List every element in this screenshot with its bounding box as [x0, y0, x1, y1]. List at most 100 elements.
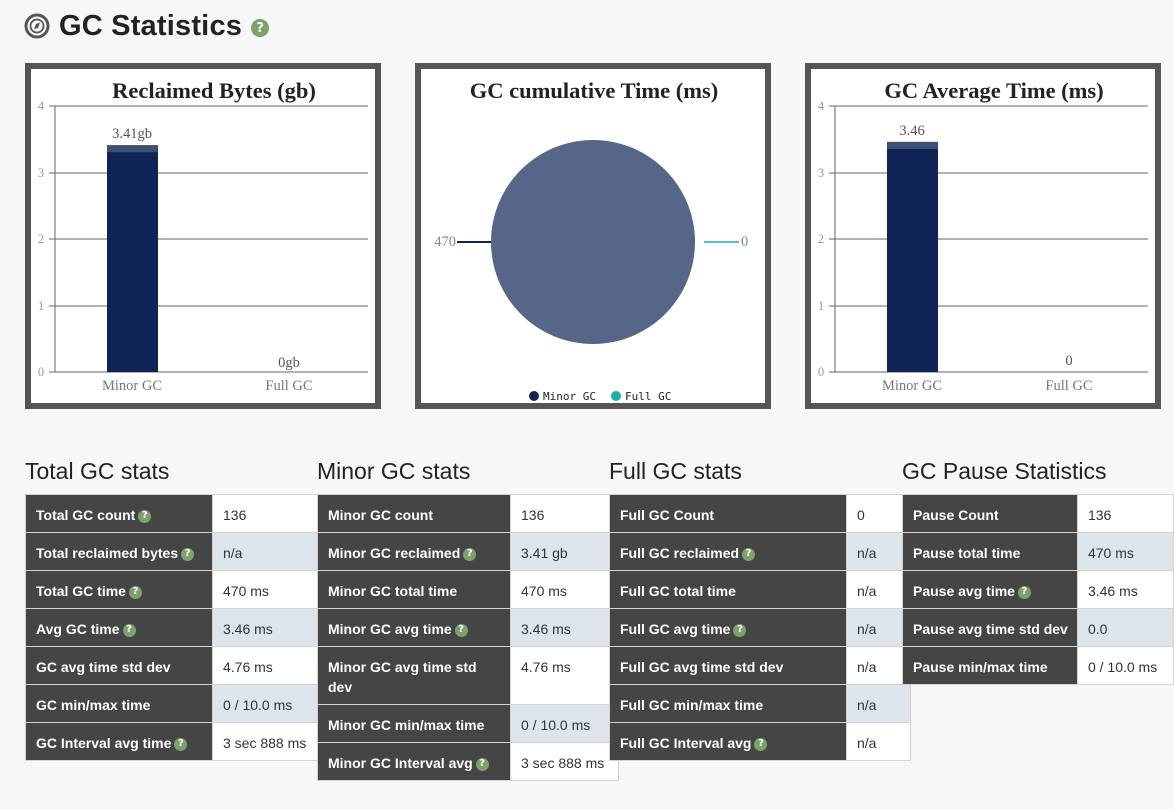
stat-row: Full GC total time n/a [609, 570, 911, 609]
stat-label: Total reclaimed bytes? [25, 532, 213, 571]
cumulative-time-svg: GC cumulative Time (ms) 470 0 Minor GC F… [434, 78, 748, 403]
legend-label[interactable]: Full GC [625, 390, 671, 403]
y-tick: 3 [818, 166, 824, 180]
stat-value: 0 / 10.0 ms [212, 684, 327, 723]
category-label: Minor GC [102, 378, 162, 394]
stat-label-text: GC avg time std dev [36, 659, 171, 675]
stat-label: Pause avg time std dev [902, 608, 1078, 647]
section-title: Minor GC stats [317, 458, 471, 484]
average-time-chart: GC Average Time (ms) 4 3 2 1 0 3.46 0 Mi… [805, 63, 1161, 409]
stats-table: Minor GC count 136 Minor GC reclaimed? 3.41… [317, 494, 619, 781]
stat-value: 470 ms [1076, 532, 1174, 571]
y-tick: 0 [38, 365, 44, 379]
gc-pause-stats: GC Pause Statistics Pause Count 136 Pause … [902, 458, 1174, 685]
stat-row: Pause avg time? 3.46 ms [902, 570, 1174, 609]
help-icon[interactable]: ? [128, 585, 142, 599]
section-title: Full GC stats [609, 458, 742, 484]
stat-label-text: Minor GC min/max time [328, 717, 485, 733]
stat-value: 3 sec 888 ms [212, 722, 327, 761]
pie-slice-minor-gc[interactable] [491, 140, 695, 344]
total-gc-stats: Total GC stats Total GC count? 136 Total r… [25, 458, 327, 761]
stats-table: Full GC Count 0 Full GC reclaimed? n/a Full … [609, 494, 911, 761]
bar-minor-gc[interactable] [887, 141, 938, 372]
help-icon[interactable]: ? [733, 623, 747, 637]
pie-slice-label: 0 [741, 234, 748, 250]
stat-row: Total GC count? 136 [25, 494, 327, 533]
section-title: GC Pause Statistics [902, 458, 1107, 484]
stat-row: Total GC time? 470 ms [25, 570, 327, 609]
stat-label: Full GC Interval avg? [609, 722, 847, 761]
stat-value: n/a [846, 570, 911, 609]
stat-value: 3.46 ms [1076, 570, 1174, 609]
stat-value: 136 [1076, 494, 1174, 533]
stat-label-text: Pause min/max time [913, 659, 1048, 675]
pie-slice-label: 470 [434, 234, 456, 250]
stat-label-text: Full GC Count [620, 507, 715, 523]
legend-label[interactable]: Minor GC [543, 390, 596, 403]
stat-value: 470 ms [510, 570, 619, 609]
bar-minor-gc[interactable] [107, 145, 158, 372]
stat-label-text: Avg GC time [36, 621, 120, 637]
y-tick: 1 [818, 299, 824, 313]
stat-label-text: Minor GC avg time [328, 621, 452, 637]
help-icon[interactable]: ? [122, 623, 136, 637]
stat-value: n/a [846, 608, 911, 647]
bar-minor-gc-highlight [887, 141, 938, 149]
stat-label: Minor GC count [317, 494, 511, 533]
stat-value: 4.76 ms [212, 646, 327, 685]
stat-label: Full GC reclaimed? [609, 532, 847, 571]
help-icon[interactable]: ? [475, 757, 489, 771]
legend-marker-full-gc [611, 391, 621, 401]
stat-label: Minor GC Interval avg? [317, 742, 511, 781]
stat-value: 136 [510, 494, 619, 533]
chart-title: Reclaimed Bytes (gb) [112, 78, 316, 103]
stat-value: 470 ms [212, 570, 327, 609]
section-title: Total GC stats [25, 458, 170, 484]
stat-value: 4.76 ms [510, 646, 619, 705]
stat-label-text: Minor GC avg time std dev [328, 659, 477, 695]
stat-label: Pause min/max time [902, 646, 1078, 685]
stat-row: Full GC avg time std dev n/a [609, 646, 911, 685]
y-tick: 2 [818, 232, 824, 246]
stat-label: Full GC min/max time [609, 684, 847, 723]
stat-label-text: GC Interval avg time [36, 735, 172, 751]
y-tick: 2 [38, 232, 44, 246]
y-tick: 0 [818, 365, 824, 379]
stat-value: 3 sec 888 ms [510, 742, 619, 781]
help-icon[interactable]: ? [138, 509, 152, 523]
stats-table: Total GC count? 136 Total reclaimed bytes?… [25, 494, 327, 761]
help-icon[interactable]: ? [251, 19, 270, 37]
average-time-svg: GC Average Time (ms) 4 3 2 1 0 3.46 0 Mi… [818, 78, 1148, 394]
help-icon[interactable]: ? [181, 547, 195, 561]
help-icon[interactable]: ? [1017, 585, 1031, 599]
stat-label: Pause avg time? [902, 570, 1078, 609]
help-icon[interactable]: ? [463, 547, 477, 561]
stat-row: Pause total time 470 ms [902, 532, 1174, 571]
stat-label-text: Pause avg time std dev [913, 621, 1068, 637]
stat-label: Minor GC min/max time [317, 704, 511, 743]
help-icon[interactable]: ? [742, 547, 756, 561]
stat-label-text: Pause Count [913, 507, 999, 523]
help-icon[interactable]: ? [454, 623, 468, 637]
stat-row: Pause min/max time 0 / 10.0 ms [902, 646, 1174, 685]
stat-label: Total GC time? [25, 570, 213, 609]
stat-row: Minor GC avg time? 3.46 ms [317, 608, 619, 647]
stat-label-text: Pause total time [913, 545, 1021, 561]
stat-value: 3.46 ms [510, 608, 619, 647]
reclaimed-bytes-chart: Reclaimed Bytes (gb) 4 3 2 1 0 3.41gb 0g… [25, 63, 381, 409]
stat-label-text: Minor GC Interval avg [328, 755, 473, 771]
category-label: Minor GC [882, 378, 942, 394]
stat-value: 0.0 [1076, 608, 1174, 647]
stat-label-text: Full GC reclaimed [620, 545, 740, 561]
stat-label-text: Full GC avg time [620, 621, 731, 637]
stat-value: n/a [846, 722, 911, 761]
stats-table: Pause Count 136 Pause total time 470 ms Paus… [902, 494, 1174, 685]
stat-row: Full GC min/max time n/a [609, 684, 911, 723]
stat-label: Total GC count? [25, 494, 213, 533]
stat-value: 3.41 gb [510, 532, 619, 571]
stat-row: Minor GC Interval avg? 3 sec 888 ms [317, 742, 619, 781]
stat-value: 136 [212, 494, 327, 533]
help-icon[interactable]: ? [174, 737, 188, 751]
bar-data-label: 0gb [278, 355, 300, 371]
help-icon[interactable]: ? [754, 737, 768, 751]
